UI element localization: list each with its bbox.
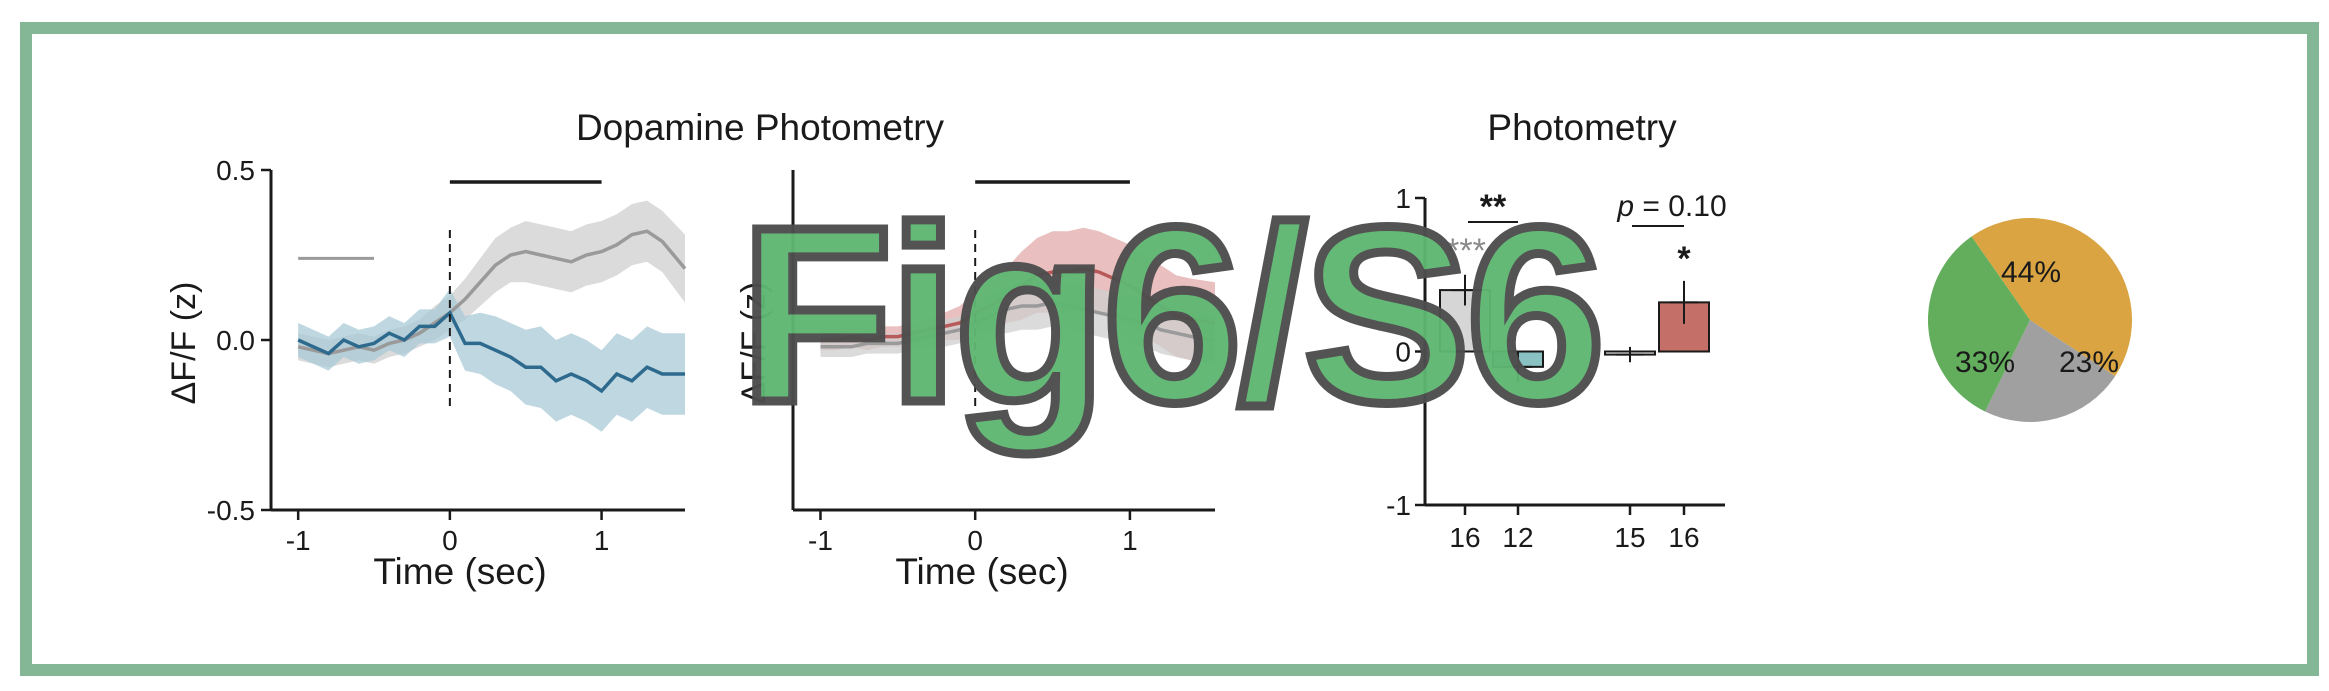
- x-tick-label: 16: [1668, 522, 1699, 553]
- x-tick-label: 1: [594, 525, 610, 556]
- x-tick-label: -1: [808, 525, 833, 556]
- series-line-gray: [820, 300, 1216, 349]
- pie-slice: [1928, 236, 2030, 412]
- y-tick-label: 1: [1395, 183, 1411, 214]
- x-tick-label: 16: [1449, 522, 1480, 553]
- panel-2-ylabel: ΔF/F (z): [735, 282, 773, 405]
- significance-label: ***: [1446, 232, 1486, 270]
- x-tick-label: 12: [1502, 522, 1533, 553]
- x-tick-label: 0: [442, 525, 458, 556]
- series-line-red: [820, 266, 1216, 342]
- pie-slice-label: 33%: [1955, 346, 2015, 379]
- p-value: = 0.10: [1634, 190, 1727, 223]
- series-line-blue: [297, 309, 685, 394]
- panel-3-title: Photometry: [1487, 107, 1677, 148]
- y-tick-label: 0.0: [216, 325, 255, 356]
- p-value-label: p = 0.10: [1616, 190, 1726, 223]
- panel-1-ylabel: ΔF/F (z): [165, 282, 203, 405]
- series-band-gray: [298, 200, 685, 368]
- figure-label-watermark: Fig6/S6: [735, 175, 1609, 454]
- pie-slice: [1984, 320, 2116, 423]
- panel-2-line-chart: ΔF/F (z) Time (sec) -1 0 1: [735, 170, 1216, 592]
- y-tick-label: 0: [1395, 337, 1411, 368]
- series-band-gray: [820, 278, 1215, 364]
- y-tick-label: 0.5: [216, 155, 255, 186]
- pie-slice-label: 23%: [2059, 346, 2119, 379]
- y-tick-label: -1: [1386, 490, 1411, 521]
- significance-label: **: [1480, 188, 1507, 226]
- series-band-blue: [298, 289, 685, 432]
- panel-1-line-chart: Dopamine Photometry ΔF/F (z) Time (sec) …: [165, 107, 945, 592]
- p-symbol: p: [1616, 190, 1634, 223]
- x-tick-label: 1: [1122, 525, 1138, 556]
- panel-1-xlabel: Time (sec): [373, 551, 546, 592]
- y-tick-label: -0.5: [207, 495, 255, 526]
- panel-4-pie-chart: 44% 23% 33%: [1928, 217, 2133, 423]
- x-tick-label: 15: [1614, 522, 1645, 553]
- pie-slice-label: 44%: [2001, 256, 2061, 289]
- pie-slice: [1971, 217, 2133, 377]
- panel-2-xlabel: Time (sec): [895, 551, 1068, 592]
- x-tick-label: 0: [967, 525, 983, 556]
- panel-1-title: Dopamine Photometry: [576, 107, 945, 148]
- x-tick-label: -1: [286, 525, 311, 556]
- significance-label: *: [1677, 240, 1691, 278]
